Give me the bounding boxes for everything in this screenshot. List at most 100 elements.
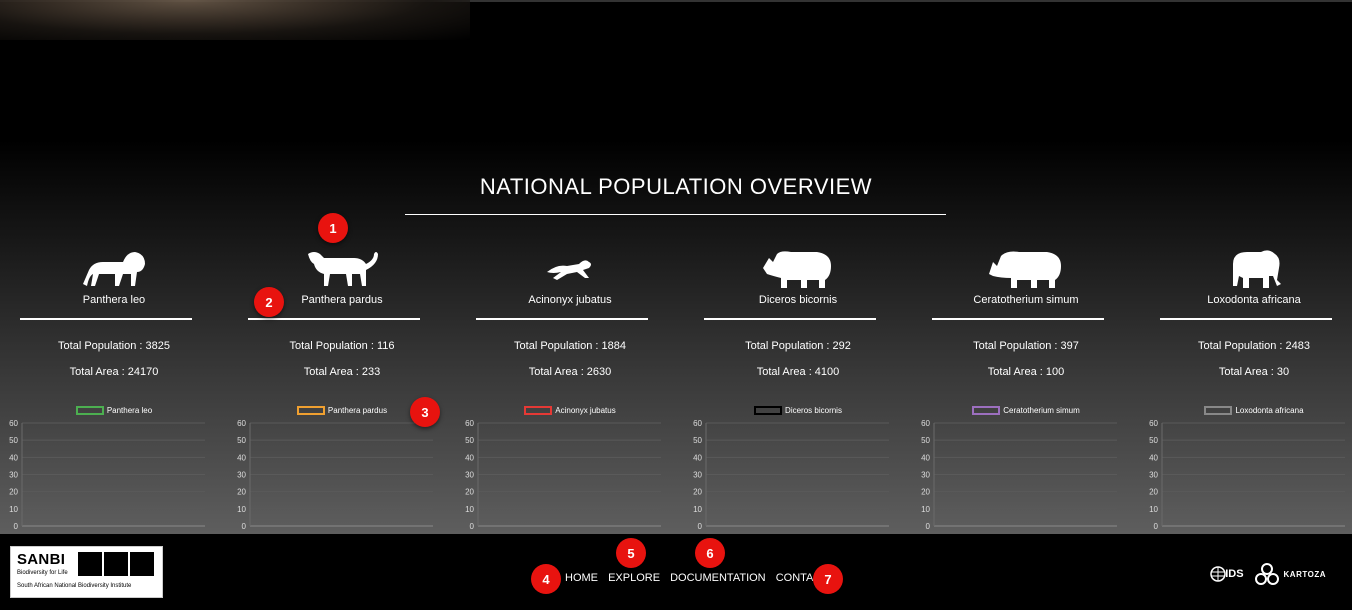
kartoza-wordmark: KARTOZA [1283, 569, 1326, 579]
annotation-badge-2: 2 [254, 287, 284, 317]
species-divider [20, 318, 192, 320]
y-tick-label: 60 [9, 419, 18, 428]
y-tick-label: 30 [921, 471, 930, 480]
species-card-lion: Panthera leo Total Population : 3825 Tot… [0, 240, 228, 534]
total-area: Total Area : 24170 [69, 366, 159, 378]
species-divider [932, 318, 1104, 320]
black-rhino-icon [763, 251, 831, 288]
y-tick-label: 0 [242, 522, 247, 531]
y-tick-label: 60 [1149, 419, 1158, 428]
species-divider [704, 318, 876, 320]
y-tick-label: 50 [1149, 436, 1158, 445]
legend-label: Panthera pardus [327, 406, 388, 415]
y-tick-label: 20 [1149, 488, 1158, 497]
y-tick-label: 20 [693, 488, 702, 497]
legend-swatch [754, 406, 783, 416]
total-area: Total Area : 2630 [528, 366, 612, 378]
y-tick-label: 10 [1149, 505, 1158, 514]
legend-label: Loxodonta africana [1235, 406, 1304, 415]
legend-swatch [75, 406, 104, 416]
y-tick-label: 30 [465, 471, 474, 480]
globe-icon [1210, 566, 1226, 582]
y-tick-label: 20 [9, 488, 18, 497]
chart-legend[interactable]: Diceros bicornis [684, 406, 912, 416]
population-chart: 60 50 40 30 20 10 0 [9, 419, 205, 531]
y-tick-label: 30 [9, 471, 18, 480]
population-chart: 60 50 40 30 20 10 0 [921, 419, 1117, 531]
total-population: Total Population : 116 [289, 340, 395, 352]
species-name: Panthera leo [82, 294, 146, 306]
nav-home-link[interactable]: HOME [565, 572, 598, 584]
y-tick-label: 40 [693, 453, 702, 462]
y-tick-label: 50 [921, 436, 930, 445]
total-area: Total Area : 233 [303, 366, 381, 378]
annotation-badge-1: 1 [318, 213, 348, 243]
y-tick-label: 0 [926, 522, 931, 531]
kartoza-logo[interactable]: KARTOZA [1254, 562, 1326, 586]
annotation-badge-6: 6 [695, 538, 725, 568]
population-chart: 60 50 40 30 20 10 0 [237, 419, 433, 531]
species-divider [1160, 318, 1332, 320]
animal-icon [104, 552, 128, 576]
y-tick-label: 10 [9, 505, 18, 514]
y-tick-label: 50 [465, 436, 474, 445]
total-population: Total Population : 2483 [1198, 340, 1310, 352]
y-tick-label: 50 [693, 436, 702, 445]
species-card-elephant: Loxodonta africana Total Population : 24… [1140, 240, 1352, 534]
chart-legend[interactable]: Ceratotherium simum [912, 406, 1140, 416]
chart-legend[interactable]: Loxodonta africana [1140, 406, 1352, 416]
sanbi-logo[interactable]: SANBI Biodiversity for Life South Africa… [10, 546, 163, 598]
species-name: Loxodonta africana [1207, 294, 1301, 306]
kartoza-icon [1254, 563, 1279, 585]
species-card-leopard: Panthera pardus Total Population : 116 T… [228, 240, 456, 534]
lion-icon [83, 252, 145, 286]
nav-explore-link[interactable]: EXPLORE [608, 572, 661, 584]
y-tick-label: 60 [237, 419, 246, 428]
species-card-cheetah: Acinonyx jubatus Total Population : 1884… [456, 240, 684, 534]
legend-swatch [972, 406, 1001, 416]
section-title: NATIONAL POPULATION OVERVIEW [479, 174, 873, 199]
y-tick-label: 50 [237, 436, 246, 445]
legend-label: Diceros bicornis [785, 406, 842, 415]
legend-label: Panthera leo [106, 406, 153, 415]
y-tick-label: 20 [237, 488, 246, 497]
annotation-badge-7: 7 [813, 564, 843, 594]
chart-legend[interactable]: Panthera leo [0, 406, 228, 416]
y-tick-label: 30 [1149, 471, 1158, 480]
nav-documentation-link[interactable]: DOCUMENTATION [670, 572, 766, 584]
species-card-black-rhino: Diceros bicornis Total Population : 292 … [684, 240, 912, 534]
y-tick-label: 0 [698, 522, 703, 531]
annotation-badge-3: 3 [410, 397, 440, 427]
sanbi-wordmark: SANBI [17, 551, 66, 568]
ids-wordmark: IDS [1225, 568, 1244, 580]
y-tick-label: 50 [9, 436, 18, 445]
total-population: Total Population : 292 [745, 340, 851, 352]
elephant-icon [1233, 250, 1281, 288]
total-area: Total Area : 4100 [756, 366, 840, 378]
white-rhino-icon [989, 251, 1061, 288]
y-tick-label: 10 [693, 505, 702, 514]
legend-label: Ceratotherium simum [1003, 406, 1080, 415]
legend-swatch [296, 406, 325, 416]
species-name: Acinonyx jubatus [528, 294, 612, 306]
y-tick-label: 20 [465, 488, 474, 497]
species-name: Panthera pardus [301, 294, 383, 306]
species-name: Ceratotherium simum [973, 294, 1079, 306]
y-tick-label: 30 [693, 471, 702, 480]
population-chart: 60 50 40 30 20 10 0 [465, 419, 661, 531]
y-tick-label: 10 [465, 505, 474, 514]
chart-legend[interactable]: Panthera pardus [228, 406, 456, 416]
hero-image [0, 0, 470, 40]
sanbi-full-name: South African National Biodiversity Inst… [17, 583, 132, 589]
chart-legend[interactable]: Acinonyx jubatus [456, 406, 684, 416]
plant-icon [78, 552, 102, 576]
total-population: Total Population : 397 [973, 340, 1079, 352]
annotation-badge-5: 5 [616, 538, 646, 568]
footer: SANBI Biodiversity for Life South Africa… [0, 534, 1352, 610]
population-chart: 60 50 40 30 20 10 0 [693, 419, 889, 531]
species-card-white-rhino: Ceratotherium simum Total Population : 3… [912, 240, 1140, 534]
y-tick-label: 60 [921, 419, 930, 428]
legend-swatch [524, 406, 553, 416]
cheetah-icon [547, 260, 591, 280]
ids-logo[interactable]: IDS [1209, 564, 1244, 584]
